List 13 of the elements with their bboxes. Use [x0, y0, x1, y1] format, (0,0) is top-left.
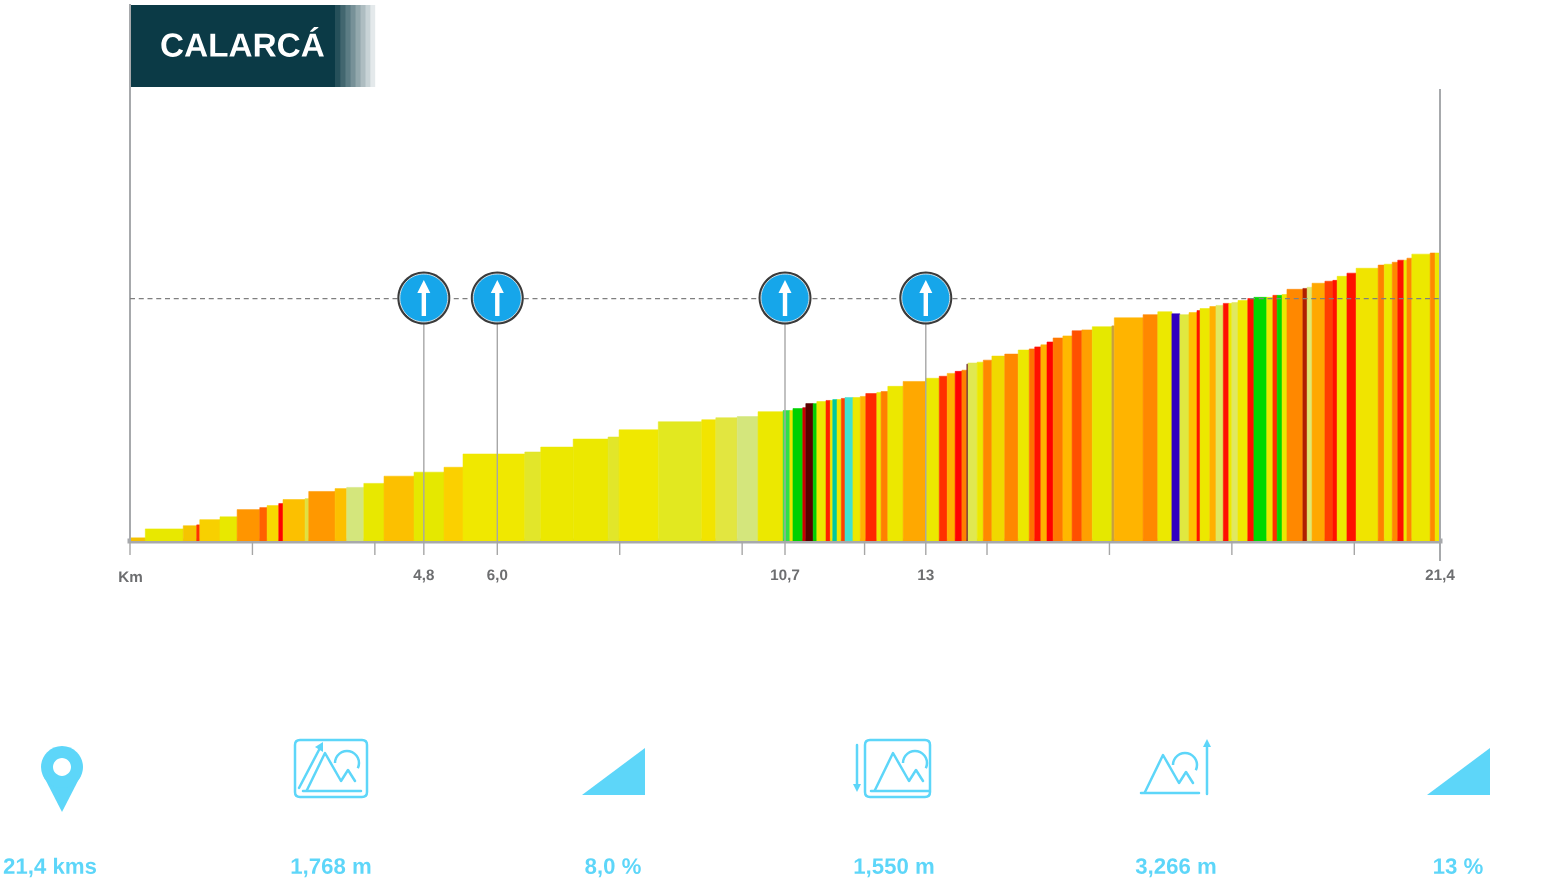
- text: 21,4 kms: [3, 857, 97, 878]
- x-tick-label: 6,0: [487, 569, 508, 583]
- x-tick-label: 4,8: [413, 569, 434, 583]
- text: 1,550 m: [854, 858, 934, 878]
- x-axis-title: Km: [119, 571, 142, 583]
- x-tick-label: 21,4: [1425, 569, 1455, 583]
- text: 8,0 %: [585, 858, 641, 878]
- text: 13 %: [1434, 858, 1483, 874]
- x-tick-label: 10,7: [771, 569, 800, 583]
- text: 1,768 m: [291, 858, 371, 878]
- text: 3,266 m: [1135, 858, 1216, 878]
- chart-title: CALARCÁ: [161, 27, 324, 57]
- x-tick-label: 13: [918, 569, 934, 581]
